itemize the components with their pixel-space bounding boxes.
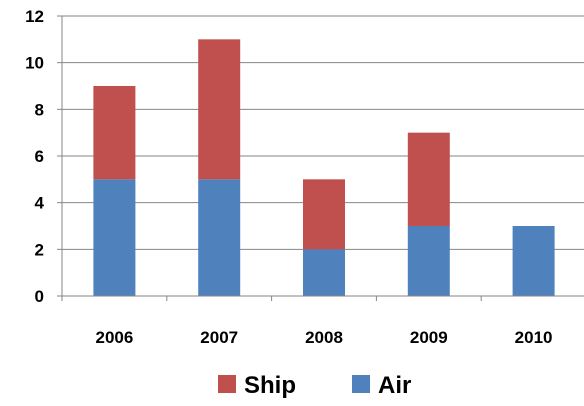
legend-label-ship: Ship — [244, 372, 296, 399]
x-tick-label: 2006 — [95, 328, 133, 347]
y-tick-label: 0 — [35, 287, 44, 306]
bar-air-2008 — [303, 249, 345, 296]
bars — [93, 39, 555, 296]
legend-swatch-ship — [218, 375, 236, 393]
bar-ship-2007 — [198, 39, 241, 180]
bar-ship-2009 — [407, 132, 450, 226]
bar-air-2007 — [198, 179, 241, 296]
y-tick-label: 6 — [35, 147, 44, 166]
x-tick-label: 2008 — [305, 328, 343, 347]
x-tick-label: 2007 — [200, 328, 238, 347]
y-tick-label: 8 — [35, 100, 44, 119]
y-tick-label: 4 — [35, 194, 45, 213]
x-tick-label: 2009 — [410, 328, 448, 347]
x-tick-labels: 2006 2007 2008 2009 2010 — [95, 328, 552, 347]
gridlines — [62, 15, 584, 250]
bar-air-2009 — [407, 226, 450, 296]
legend-label-air: Air — [378, 372, 411, 399]
bar-air-2010 — [512, 226, 555, 296]
y-tick-label: 12 — [25, 7, 44, 26]
y-tick-label: 2 — [35, 240, 44, 259]
bar-air-2006 — [93, 179, 136, 296]
x-tick-label: 2010 — [515, 328, 553, 347]
y-tick-labels: 0 2 4 6 8 10 12 — [25, 7, 44, 306]
legend: Ship Air — [218, 372, 411, 399]
bar-ship-2006 — [93, 86, 136, 180]
legend-swatch-air — [352, 375, 370, 393]
bar-ship-2008 — [303, 179, 345, 250]
y-tick-label: 10 — [25, 54, 44, 73]
axes — [57, 15, 584, 301]
